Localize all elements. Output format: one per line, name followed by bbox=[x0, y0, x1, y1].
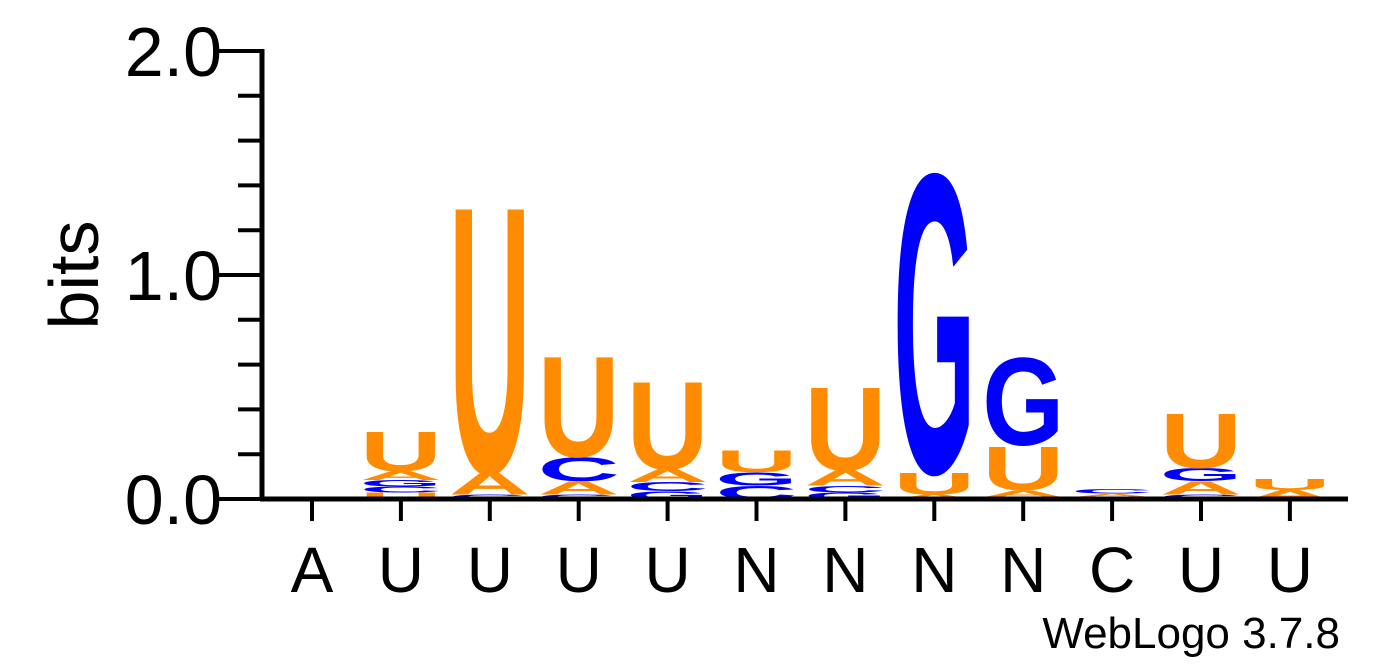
logo-letter-G: G bbox=[1160, 464, 1242, 485]
y-axis-label: bits bbox=[35, 221, 113, 330]
logo-glyph: C bbox=[360, 485, 442, 494]
y-tick-label: 2.0 bbox=[125, 13, 222, 91]
logo-letter-C: C bbox=[804, 484, 886, 494]
logo-letter-G: G bbox=[716, 469, 798, 490]
logo-letter-U: U bbox=[627, 356, 709, 496]
x-tick-label: U bbox=[1267, 534, 1313, 606]
logo-glyph: U bbox=[716, 444, 798, 479]
x-tick-label: U bbox=[467, 534, 513, 606]
logo-glyph: U bbox=[360, 421, 442, 483]
x-tick-label: C bbox=[1089, 534, 1135, 606]
logo-stacks: UCGAUGAUGACUGCAUCGUGCAUAUGCAUGUACCAGUAU bbox=[360, 84, 1331, 563]
x-tick-label: N bbox=[822, 534, 868, 606]
logo-glyph: A bbox=[538, 478, 620, 499]
logo-letter-A: A bbox=[1071, 493, 1153, 498]
logo-glyph: U bbox=[449, 127, 531, 554]
logo-letter-U: U bbox=[449, 127, 531, 554]
logo-glyph: U bbox=[360, 491, 442, 501]
logo-glyph: A bbox=[360, 469, 442, 483]
x-tick-label: U bbox=[644, 534, 690, 606]
logo-glyph: A bbox=[1071, 493, 1153, 498]
logo-glyph: U bbox=[1160, 398, 1242, 485]
logo-letter-A: A bbox=[982, 488, 1064, 498]
logo-glyph: A bbox=[982, 488, 1064, 498]
logo-letter-U: U bbox=[360, 421, 442, 483]
logo-letter-U: U bbox=[804, 364, 886, 496]
y-tick-label: 1.0 bbox=[125, 237, 222, 315]
logo-glyph: G bbox=[716, 469, 798, 490]
logo-letter-C: C bbox=[1071, 488, 1153, 495]
x-tick-label: U bbox=[378, 534, 424, 606]
logo-letter-U: U bbox=[716, 444, 798, 479]
logo-letter-U: U bbox=[1249, 476, 1331, 493]
logo-glyph: A bbox=[627, 466, 709, 487]
logo-letter-C: C bbox=[360, 485, 442, 494]
logo-letter-G: G bbox=[982, 333, 1064, 473]
logo-glyph: U bbox=[627, 356, 709, 496]
logo-glyph: G bbox=[982, 333, 1064, 473]
logo-letter-A: A bbox=[804, 466, 886, 491]
x-tick-label: U bbox=[556, 534, 602, 606]
logo-letter-A: A bbox=[1160, 478, 1242, 499]
logo-glyph: C bbox=[1071, 488, 1153, 495]
x-tick-label: U bbox=[1178, 534, 1224, 606]
logo-glyph: C bbox=[804, 484, 886, 494]
logo-glyph: U bbox=[538, 328, 620, 488]
logo-glyph: G bbox=[804, 491, 886, 501]
x-tick-label: A bbox=[291, 534, 334, 606]
logo-letter-A: A bbox=[538, 478, 620, 499]
logo-letter-C: C bbox=[538, 450, 620, 489]
logo-glyph: U bbox=[1249, 476, 1331, 493]
logo-letter-U: U bbox=[893, 466, 975, 501]
logo-letter-C: C bbox=[627, 480, 709, 494]
logo-letter-U: U bbox=[982, 433, 1064, 504]
logo-glyph: A bbox=[804, 466, 886, 491]
logo-glyph: U bbox=[893, 466, 975, 501]
logo-glyph: C bbox=[627, 480, 709, 494]
logo-letter-A: A bbox=[627, 466, 709, 487]
logo-glyph: U bbox=[804, 364, 886, 496]
logo-glyph: C bbox=[538, 450, 620, 489]
logo-letter-G: G bbox=[360, 478, 442, 488]
logo-glyph: A bbox=[449, 466, 531, 501]
logo-letter-G: G bbox=[804, 491, 886, 501]
y-tick-label: 0.0 bbox=[125, 461, 222, 539]
chart-axes: 0.01.02.0A U U U U N N N N C U U bbox=[125, 13, 1348, 606]
logo-letter-A: A bbox=[360, 469, 442, 483]
logo-letter-G: G bbox=[893, 84, 975, 563]
x-tick-label: N bbox=[1000, 534, 1046, 606]
x-tick-label: N bbox=[911, 534, 957, 606]
logo-letter-U: U bbox=[538, 328, 620, 488]
logo-glyph: A bbox=[1160, 478, 1242, 499]
logo-glyph: G bbox=[1160, 464, 1242, 485]
logo-letter-A: A bbox=[449, 466, 531, 501]
weblogo-credit: WebLogo 3.7.8 bbox=[1042, 609, 1340, 658]
logo-glyph: G bbox=[360, 478, 442, 488]
logo-glyph: G bbox=[893, 84, 975, 563]
logo-letter-U: U bbox=[360, 491, 442, 501]
logo-glyph: U bbox=[982, 433, 1064, 504]
x-tick-label: N bbox=[733, 534, 779, 606]
logo-letter-U: U bbox=[1160, 398, 1242, 485]
